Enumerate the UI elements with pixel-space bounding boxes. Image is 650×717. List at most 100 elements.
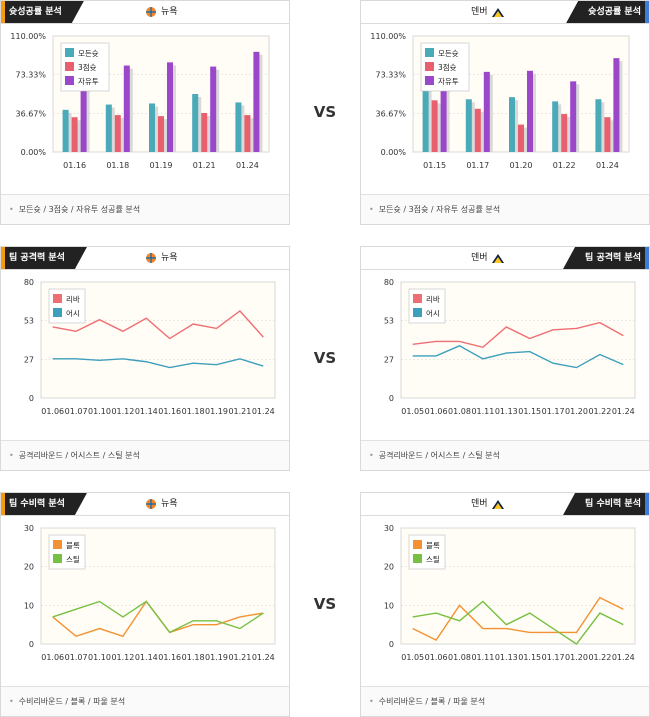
chart-footer: 수비리바운드 / 블록 / 파울 분석 — [361, 686, 649, 716]
x-tick-label: 01.20 — [510, 161, 533, 170]
y-tick-label: 73.33% — [15, 71, 46, 80]
team-label: 뉴욕 — [141, 250, 178, 266]
x-tick-label: 01.24 — [252, 653, 275, 662]
bar-모든슛 — [465, 99, 472, 152]
y-tick-label: 0 — [29, 394, 34, 403]
x-tick-label: 01.16 — [63, 161, 86, 170]
bar-자유투 — [440, 62, 447, 153]
legend-label: 블록 — [66, 541, 80, 550]
x-tick-label: 01.11 — [471, 653, 494, 662]
y-tick-label: 0.00% — [21, 148, 47, 157]
x-tick-label: 01.20 — [565, 407, 588, 416]
x-tick-label: 01.17 — [466, 161, 489, 170]
panel-header: 덴버 팀 수비력 분석 — [361, 493, 649, 516]
x-tick-label: 01.15 — [518, 407, 541, 416]
x-tick-label: 01.06 — [425, 407, 448, 416]
x-tick-label: 01.17 — [542, 407, 565, 416]
team-name: 뉴욕 — [161, 7, 178, 17]
x-tick-label: 01.22 — [553, 161, 576, 170]
bar-3점슛 — [114, 115, 121, 152]
legend-label: 리바 — [426, 294, 440, 304]
legend-label: 모든슛 — [78, 49, 99, 58]
legend-swatch — [65, 48, 74, 57]
legend-label: 어시 — [426, 308, 440, 318]
bar-3점슛 — [474, 108, 481, 152]
x-tick-label: 01.16 — [158, 407, 181, 416]
section-title-tab: 팀 수비력 분석 — [1, 493, 87, 515]
y-tick-label: 53 — [24, 317, 34, 326]
y-tick-label: 20 — [24, 563, 34, 572]
x-tick-label: 01.05 — [401, 407, 424, 416]
bar-shadow — [425, 87, 432, 152]
bar-3점슛 — [431, 100, 438, 152]
x-tick-label: 01.22 — [588, 653, 611, 662]
legend-swatch — [413, 540, 422, 549]
x-tick-label: 01.24 — [612, 407, 635, 416]
x-tick-label: 01.08 — [448, 407, 471, 416]
section-title-tab: 팀 공격력 분석 — [563, 247, 649, 269]
panel-offense-left: 팀 공격력 분석 뉴욕 80 53 27 0 01.06 01.07 01.10 01.12 0… — [0, 246, 290, 471]
bar-자유투 — [613, 58, 620, 152]
series-line-스틸 — [52, 600, 264, 634]
bar-자유투 — [210, 66, 217, 152]
bar-모든슛 — [105, 104, 112, 152]
nuggets-logo-icon — [491, 498, 505, 510]
legend-label: 자유투 — [78, 77, 99, 86]
bar-모든슛 — [595, 99, 602, 152]
bar-shadow — [555, 104, 562, 152]
x-tick-label: 01.13 — [495, 407, 518, 416]
team-name: 뉴욕 — [161, 253, 178, 263]
bar-모든슛 — [192, 94, 199, 152]
legend-label: 모든슛 — [438, 49, 459, 58]
panel-shooting-right: 덴버 슛성공률 분석 110.00% 73.33% 36.67% 0.00% 01.15… — [360, 0, 650, 225]
x-tick-label: 01.18 — [106, 161, 129, 170]
legend-label: 스틸 — [426, 555, 440, 564]
x-tick-label: 01.19 — [205, 653, 228, 662]
bar-3점슛 — [561, 114, 568, 152]
panel-header: 슛성공률 분석 뉴욕 — [1, 1, 289, 24]
bar-shadow — [564, 117, 571, 152]
plot-area — [400, 281, 636, 399]
bar-자유투 — [570, 81, 577, 152]
y-tick-label: 20 — [384, 563, 394, 572]
nuggets-logo-icon — [491, 252, 505, 264]
chart-footer: 공격리바운드 / 어시스트 / 스틸 분석 — [361, 440, 649, 470]
section-title-tab: 슛성공률 분석 — [1, 1, 84, 23]
x-tick-label: 01.15 — [423, 161, 446, 170]
bar-shadow — [598, 102, 605, 152]
knicks-logo-icon — [144, 498, 158, 510]
legend-box — [408, 288, 446, 324]
x-tick-label: 01.13 — [495, 653, 518, 662]
series-line-어시 — [412, 345, 624, 369]
x-tick-label: 01.20 — [565, 653, 588, 662]
x-tick-label: 01.12 — [111, 653, 134, 662]
y-tick-label: 110.00% — [10, 32, 46, 41]
x-tick-label: 01.21 — [228, 653, 251, 662]
section-title-tab: 팀 수비력 분석 — [563, 493, 649, 515]
series-line-블록 — [412, 596, 624, 642]
team-label: 뉴욕 — [141, 4, 178, 20]
bar-자유투 — [80, 62, 87, 153]
team-label: 덴버 — [471, 250, 508, 266]
panel-header: 팀 공격력 분석 뉴욕 — [1, 247, 289, 270]
vs-label: VS — [313, 349, 337, 367]
legend-swatch — [425, 76, 434, 85]
team-label: 덴버 — [471, 4, 508, 20]
legend-swatch — [53, 554, 62, 563]
bar-shadow — [616, 61, 623, 152]
legend-swatch — [53, 294, 62, 303]
x-tick-label: 01.10 — [88, 653, 111, 662]
knicks-logo-icon — [144, 6, 158, 18]
legend-swatch — [65, 76, 74, 85]
y-tick-label: 53 — [384, 317, 394, 326]
bar-3점슛 — [158, 116, 164, 152]
bar-모든슛 — [62, 109, 69, 152]
team-label: 뉴욕 — [141, 496, 178, 512]
y-tick-label: 10 — [384, 601, 394, 610]
bar-자유투 — [253, 51, 260, 152]
y-tick-label: 0 — [389, 640, 394, 649]
bar-자유투 — [527, 70, 533, 152]
x-tick-label: 01.24 — [236, 161, 259, 170]
